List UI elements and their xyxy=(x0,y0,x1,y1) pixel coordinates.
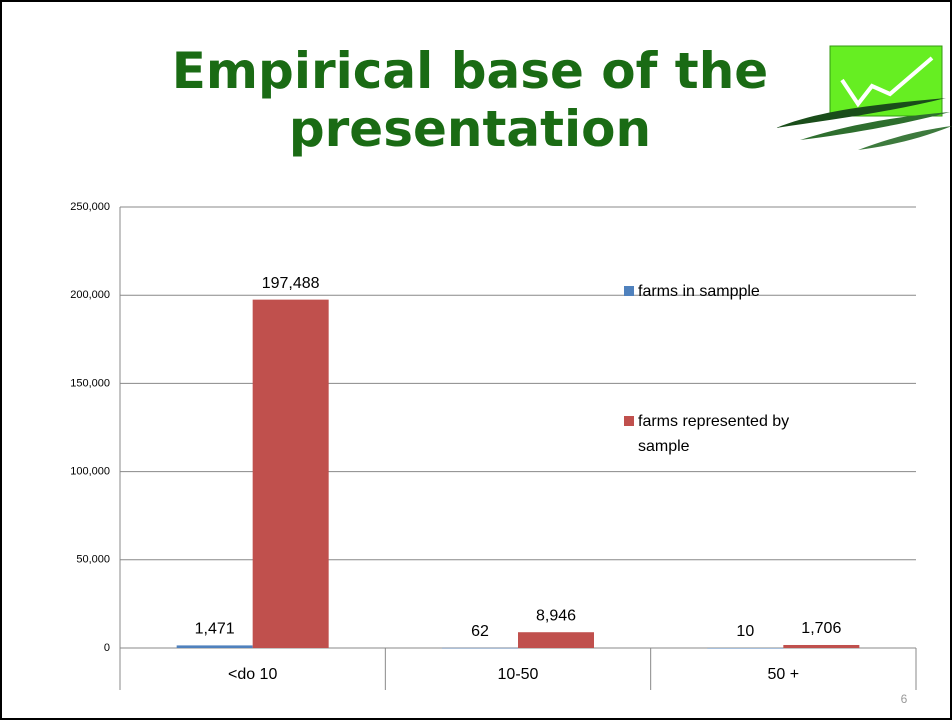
x-tick-label: 10-50 xyxy=(498,666,539,683)
y-tick-label: 200,000 xyxy=(70,289,110,301)
logo xyxy=(776,45,952,150)
value-label: 1,706 xyxy=(801,620,841,637)
legend-label: farms represented by sample xyxy=(638,413,790,455)
y-tick-label: 150,000 xyxy=(70,377,110,389)
x-tick-label: <do 10 xyxy=(228,666,277,683)
value-label: 197,488 xyxy=(262,275,320,292)
y-tick-label: 0 xyxy=(104,642,110,654)
value-label: 1,471 xyxy=(195,621,235,638)
value-label: 62 xyxy=(471,623,489,640)
y-tick-label: 100,000 xyxy=(70,466,110,478)
bar xyxy=(442,647,518,649)
bar xyxy=(252,299,329,648)
x-tick-label: 50 + xyxy=(768,666,800,683)
y-tick-label: 50,000 xyxy=(76,554,110,566)
value-label: 8,946 xyxy=(536,607,576,624)
bar xyxy=(707,647,784,649)
bar xyxy=(176,645,253,648)
slide-title: Empirical base of the presentation xyxy=(171,42,769,158)
legend-label: farms in sampple xyxy=(638,283,760,300)
bar xyxy=(518,632,594,648)
page-number: 6 xyxy=(901,692,908,706)
bar xyxy=(783,644,860,648)
legend-swatch xyxy=(624,416,634,426)
legend-swatch xyxy=(624,286,634,296)
y-tick-label: 250,000 xyxy=(70,201,110,213)
value-label: 10 xyxy=(736,623,754,640)
